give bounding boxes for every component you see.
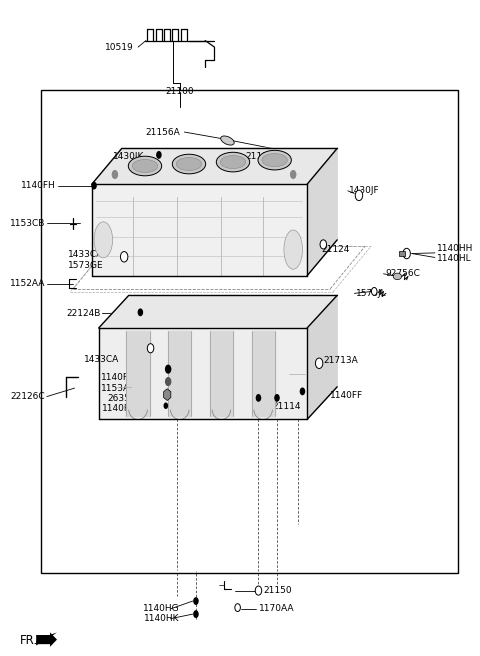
Text: 1140HG: 1140HG (143, 604, 180, 613)
Text: 21713A: 21713A (324, 356, 358, 365)
Ellipse shape (284, 230, 302, 269)
Ellipse shape (221, 136, 234, 145)
Polygon shape (168, 331, 192, 416)
Text: 21150: 21150 (263, 586, 292, 595)
Polygon shape (99, 328, 307, 419)
Text: 1140FZ: 1140FZ (102, 405, 136, 413)
Ellipse shape (262, 154, 288, 167)
Text: 10519: 10519 (105, 43, 133, 52)
Ellipse shape (176, 157, 202, 171)
Circle shape (274, 394, 280, 402)
Circle shape (165, 365, 171, 374)
Circle shape (147, 344, 154, 353)
Circle shape (255, 586, 262, 595)
Text: 1140FF: 1140FF (330, 392, 363, 400)
Text: 1140FH: 1140FH (101, 373, 136, 382)
Ellipse shape (128, 156, 162, 176)
Circle shape (120, 251, 128, 262)
Text: 1433CA: 1433CA (84, 355, 120, 364)
Text: 1153AC: 1153AC (100, 384, 136, 392)
Text: 1170AA: 1170AA (258, 604, 294, 613)
Text: 1430JK: 1430JK (113, 152, 144, 161)
Text: 1140FH: 1140FH (21, 181, 56, 190)
Text: 21156A: 21156A (145, 127, 180, 136)
Circle shape (320, 240, 326, 249)
Circle shape (164, 403, 168, 409)
Circle shape (165, 377, 171, 386)
Text: 1573JL: 1573JL (356, 289, 386, 298)
Circle shape (193, 597, 199, 605)
Text: 1140HH: 1140HH (437, 244, 473, 253)
Text: 21114: 21114 (272, 402, 301, 411)
Circle shape (138, 308, 143, 316)
Text: 1430JF: 1430JF (349, 186, 379, 195)
Circle shape (403, 249, 410, 258)
Polygon shape (36, 632, 57, 646)
Text: 1573GE: 1573GE (68, 261, 103, 270)
Polygon shape (92, 184, 307, 276)
Circle shape (156, 151, 162, 159)
Polygon shape (307, 148, 337, 276)
Ellipse shape (172, 154, 205, 174)
Ellipse shape (393, 273, 402, 279)
Text: 1153CB: 1153CB (10, 219, 46, 228)
Circle shape (355, 190, 363, 201)
Ellipse shape (216, 152, 250, 172)
Text: 21100: 21100 (166, 87, 194, 96)
Bar (399, 251, 405, 256)
Polygon shape (307, 295, 337, 419)
Polygon shape (92, 148, 337, 184)
Circle shape (372, 287, 377, 295)
Text: 21110B: 21110B (246, 152, 280, 161)
Polygon shape (99, 295, 337, 328)
Ellipse shape (132, 159, 158, 173)
Text: 1140HK: 1140HK (144, 614, 179, 623)
Text: 22126C: 22126C (11, 392, 46, 401)
Circle shape (112, 170, 118, 179)
Circle shape (315, 358, 323, 369)
Ellipse shape (220, 155, 246, 169)
Circle shape (300, 388, 305, 396)
Circle shape (235, 604, 240, 611)
Circle shape (193, 610, 199, 618)
Circle shape (290, 170, 297, 179)
Text: FR.: FR. (20, 634, 38, 647)
Text: 1140HL: 1140HL (437, 254, 471, 262)
Polygon shape (252, 331, 275, 416)
Text: 21124: 21124 (321, 245, 349, 254)
Text: 22124B: 22124B (67, 309, 101, 318)
Polygon shape (210, 331, 233, 416)
Bar (41, 90, 457, 573)
Circle shape (91, 182, 97, 190)
Polygon shape (36, 632, 57, 647)
Text: 92756C: 92756C (386, 269, 420, 278)
Text: 1152AA: 1152AA (10, 279, 46, 288)
Text: 26350: 26350 (107, 394, 136, 403)
Polygon shape (126, 331, 150, 416)
Text: 1433CA: 1433CA (68, 251, 103, 259)
Ellipse shape (258, 150, 291, 170)
Circle shape (256, 394, 261, 402)
Ellipse shape (94, 222, 113, 258)
